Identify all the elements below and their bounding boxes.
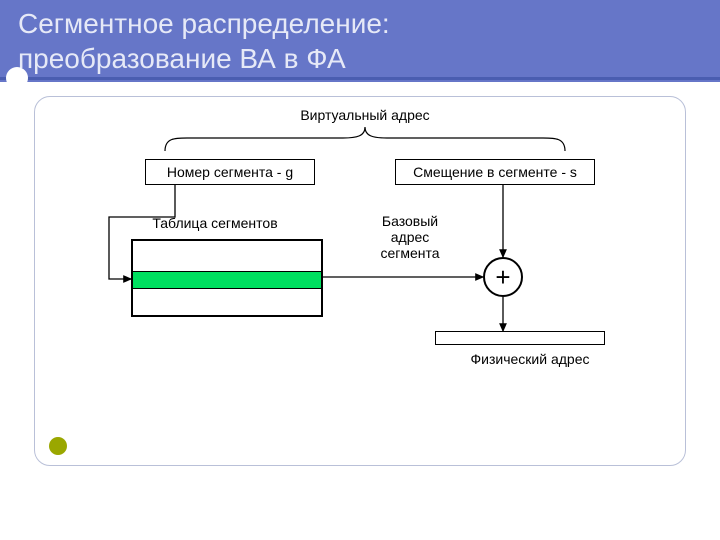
segment-table-label: Таблица сегментов xyxy=(135,215,295,235)
adder-node: + xyxy=(483,257,523,297)
header-underline xyxy=(0,77,720,80)
diagram: Виртуальный адрес Номер сегмента - g Сме… xyxy=(35,97,687,467)
base-addr-l1: Базовый xyxy=(382,213,438,229)
base-addr-l2: адрес xyxy=(391,229,430,245)
content-panel: Виртуальный адрес Номер сегмента - g Сме… xyxy=(34,96,686,466)
segment-number-text: Номер сегмента - g xyxy=(167,164,293,180)
segment-table xyxy=(131,239,323,317)
title-line-2: преобразование ВА в ФА xyxy=(18,43,346,74)
offset-text: Смещение в сегменте - s xyxy=(413,164,577,180)
segment-number-box: Номер сегмента - g xyxy=(145,159,315,185)
plus-symbol: + xyxy=(495,264,510,290)
page-marker-dot xyxy=(49,437,67,455)
physical-address-label: Физический адрес xyxy=(455,351,605,371)
virtual-address-label: Виртуальный адрес xyxy=(275,107,455,127)
physical-address-box xyxy=(435,331,605,345)
segment-table-highlight-row xyxy=(133,271,321,289)
page-title: Сегментное распределение: преобразование… xyxy=(18,6,390,76)
corner-dot xyxy=(6,67,28,89)
title-line-1: Сегментное распределение: xyxy=(18,8,390,39)
base-address-label: Базовый адрес сегмента xyxy=(365,213,455,267)
base-addr-l3: сегмента xyxy=(380,245,439,261)
offset-box: Смещение в сегменте - s xyxy=(395,159,595,185)
